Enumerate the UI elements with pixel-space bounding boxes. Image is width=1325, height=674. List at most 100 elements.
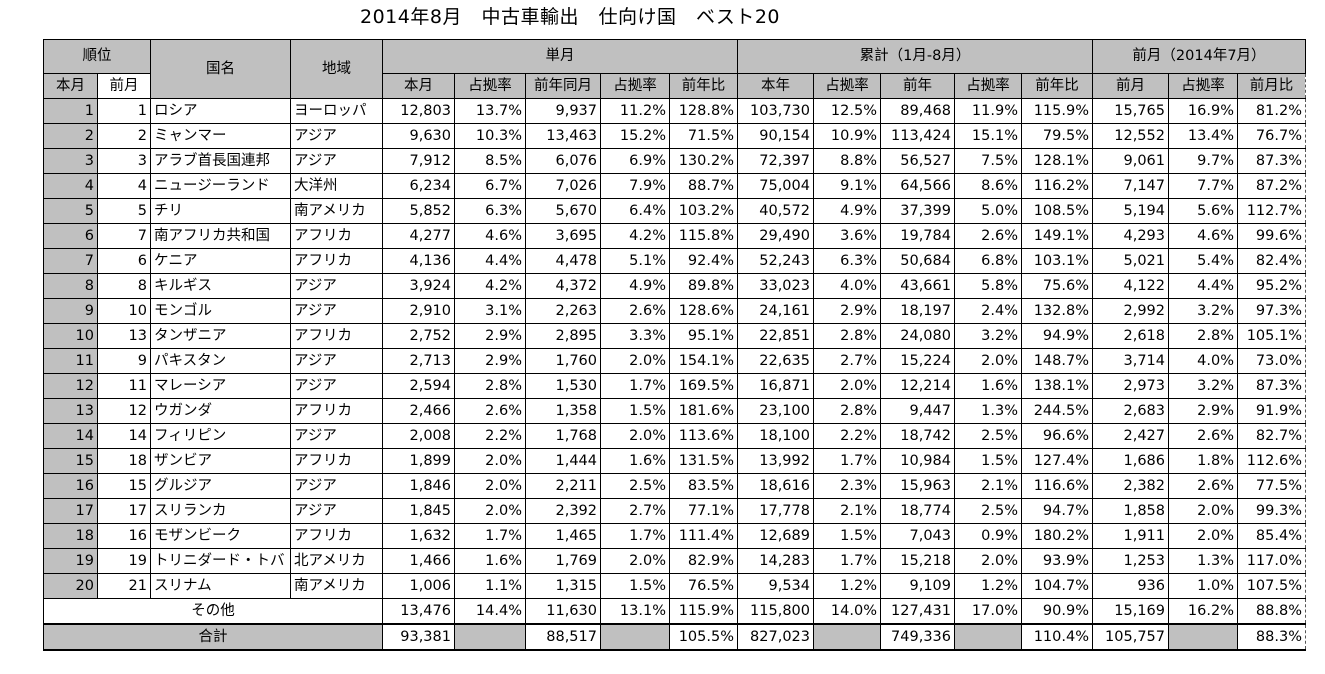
table-cell: 2,008 (382, 423, 455, 449)
table-cell: 15,224 (880, 348, 955, 374)
table-cell: 4.6% (454, 223, 526, 249)
country-cell: 南アフリカ共和国 (150, 223, 291, 249)
table-cell: 17 (97, 498, 151, 524)
table-cell: 2.0% (1168, 523, 1238, 549)
table-cell: 3.2% (1168, 373, 1238, 399)
table-cell: 128.8% (669, 98, 738, 124)
table-cell: 1.6% (954, 373, 1022, 399)
table-row: 3 3 アラブ首長国連邦 アジア 7,912 8.5% 6,076 6.9% 130.2% 72,… (43, 148, 1306, 174)
table-cell: 12 (43, 373, 98, 399)
table-cell: 2.0% (600, 548, 670, 574)
table-cell: 24,161 (737, 298, 814, 324)
table-cell: 1.5% (600, 398, 670, 424)
country-cell: スリランカ (150, 498, 291, 524)
table-cell: 115.9% (669, 598, 738, 625)
table-cell: 99.3% (1237, 498, 1306, 524)
table-cell: 15.1% (954, 123, 1022, 149)
region-cell: 南アメリカ (290, 198, 383, 224)
table-cell: 76.7% (1237, 123, 1306, 149)
table-cell: 89,468 (880, 98, 955, 124)
table-cell: 99.6% (1237, 223, 1306, 249)
table-cell: 64,566 (880, 173, 955, 199)
table-cell: 3.2% (954, 323, 1022, 349)
table-cell: 5 (43, 198, 98, 224)
table-cell: 7,147 (1092, 173, 1169, 199)
region-cell: アジア (290, 498, 383, 524)
table-cell: 2.7% (813, 348, 881, 374)
country-cell: ウガンダ (150, 398, 291, 424)
table-cell: 1.0% (1168, 573, 1238, 599)
table-cell: 87.2% (1237, 173, 1306, 199)
table-cell: 1,465 (525, 523, 601, 549)
table-cell: 9,630 (382, 123, 455, 149)
table-cell: 33,023 (737, 273, 814, 299)
table-cell: 2.8% (813, 398, 881, 424)
column-header: 本月 (382, 73, 455, 99)
table-cell: 16,871 (737, 373, 814, 399)
table-cell: 1,006 (382, 573, 455, 599)
rank-header: 順位 (43, 39, 151, 74)
export-ranking-table: 順位 国名 地域 単月 累計（1月-8月） 前月（2014年7月） 本月 前月 … (43, 39, 1306, 651)
table-cell: 4.6% (1168, 223, 1238, 249)
table-cell: 8.6% (954, 173, 1022, 199)
table-cell: 88.8% (1237, 598, 1306, 625)
table-cell: 2.8% (813, 323, 881, 349)
table-cell: 12,552 (1092, 123, 1169, 149)
region-cell: 南アメリカ (290, 573, 383, 599)
table-cell: 18,742 (880, 423, 955, 449)
table-cell: 13.7% (454, 98, 526, 124)
table-cell: 18 (43, 523, 98, 549)
table-cell: 128.1% (1021, 148, 1093, 174)
table-cell: 91.9% (1237, 398, 1306, 424)
table-cell: 2.4% (954, 298, 1022, 324)
table-cell: 2,895 (525, 323, 601, 349)
table-cell: 1 (43, 98, 98, 124)
table-cell: 8.5% (454, 148, 526, 174)
table-cell: 17.0% (954, 598, 1022, 625)
table-cell: 3 (97, 148, 151, 174)
table-cell: 15,218 (880, 548, 955, 574)
table-cell: 7,043 (880, 523, 955, 549)
table-cell: 1,444 (525, 448, 601, 474)
table-cell: 18 (97, 448, 151, 474)
table-cell: 11,630 (525, 598, 601, 625)
table-cell: 116.6% (1021, 473, 1093, 499)
region-cell: アフリカ (290, 248, 383, 274)
table-cell: 1.3% (954, 398, 1022, 424)
table-cell: 117.0% (1237, 548, 1306, 574)
table-cell: 6,234 (382, 173, 455, 199)
column-header: 前月 (1092, 73, 1169, 99)
table-cell: 105.5% (669, 623, 738, 651)
table-cell: 16 (97, 523, 151, 549)
table-cell: 131.5% (669, 448, 738, 474)
country-cell: キルギス (150, 273, 291, 299)
region-cell: アフリカ (290, 448, 383, 474)
table-cell: 2.0% (954, 348, 1022, 374)
country-cell: ケニア (150, 248, 291, 274)
table-cell: 1,768 (525, 423, 601, 449)
table-cell: 8.8% (813, 148, 881, 174)
table-cell: 1,253 (1092, 548, 1169, 574)
table-cell: 130.2% (669, 148, 738, 174)
table-row: 9 10 モンゴル アジア 2,910 3.1% 2,263 2.6% 128.6% 24,161… (43, 298, 1306, 324)
table-cell: 16.2% (1168, 598, 1238, 625)
table-cell: 13,463 (525, 123, 601, 149)
table-cell: 2,992 (1092, 298, 1169, 324)
table-cell: 5 (97, 198, 151, 224)
table-cell: 6.7% (454, 173, 526, 199)
table-cell (954, 623, 1022, 651)
table-cell: 5.6% (1168, 198, 1238, 224)
table-cell: 1.6% (454, 548, 526, 574)
table-cell: 6.3% (454, 198, 526, 224)
table-cell (454, 623, 526, 651)
table-cell: 1.2% (954, 573, 1022, 599)
table-cell: 9 (97, 348, 151, 374)
table-row: 14 14 フィリピン アジア 2,008 2.2% 1,768 2.0% 113.6% 18,1… (43, 423, 1306, 449)
table-cell: 88.7% (669, 173, 738, 199)
table-cell: 79.5% (1021, 123, 1093, 149)
table-cell: 7.7% (1168, 173, 1238, 199)
table-cell: 132.8% (1021, 298, 1093, 324)
table-cell: 12,689 (737, 523, 814, 549)
table-cell: 11 (43, 348, 98, 374)
table-row: 4 4 ニュージーランド 大洋州 6,234 6.7% 7,026 7.9% 88.7% 75,0… (43, 173, 1306, 199)
